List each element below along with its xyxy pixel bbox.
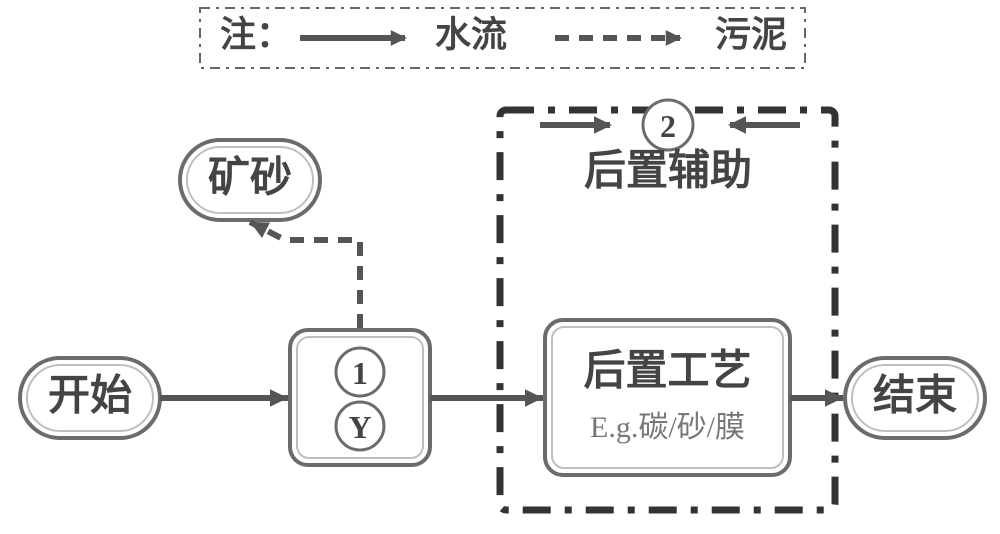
post-node-line2: E.g.碳/砂/膜 (590, 411, 745, 444)
end-node-label: 结束 (873, 373, 957, 420)
ore-node-label: 矿砂 (208, 155, 292, 202)
legend-sludge-label: 污泥 (715, 14, 787, 54)
start-node-label: 开始 (48, 373, 132, 420)
region-badge-label: 2 (660, 108, 676, 144)
proc1-circle-2-label: Y (348, 409, 371, 445)
legend-water-label: 水流 (435, 14, 507, 54)
proc1-circle-1-label: 1 (352, 355, 368, 391)
region-caption: 后置辅助 (584, 148, 752, 195)
post-node (545, 320, 790, 475)
edge-proc1-ore (250, 222, 360, 328)
diagram-canvas: 注： 水流 污泥 2 后置辅助开始 矿砂结束 1 Y 后置工艺 E.g.碳/砂/膜 (0, 0, 1000, 534)
legend-note-label: 注： (220, 14, 292, 54)
post-node-line1: 后置工艺 (583, 348, 751, 395)
